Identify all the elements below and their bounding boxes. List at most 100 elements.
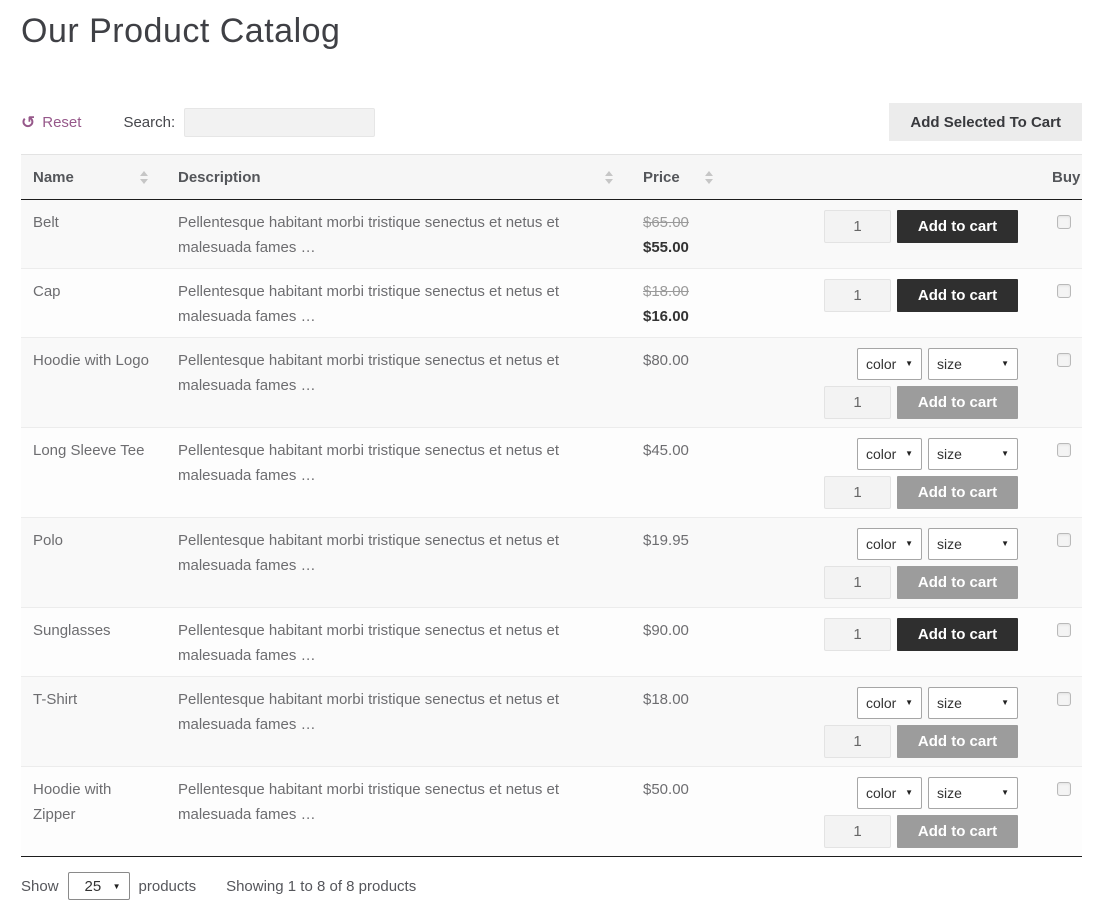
pagination-status: Showing 1 to 8 of 8 products: [226, 877, 417, 895]
description-header-label: Description: [178, 168, 261, 186]
purchase-controls: Add to cart: [731, 608, 1040, 677]
add-to-cart-button[interactable]: Add to cart: [897, 618, 1018, 651]
cart-line: Add to cart: [743, 815, 1018, 848]
add-to-cart-button[interactable]: Add to cart: [897, 279, 1018, 312]
buy-checkbox[interactable]: [1057, 284, 1071, 298]
regular-price: $65.00: [643, 214, 689, 231]
quantity-input[interactable]: [824, 386, 891, 419]
product-price: $65.00 $55.00: [631, 200, 731, 269]
size-select[interactable]: size ▼: [928, 438, 1018, 470]
page-size-select[interactable]: 25 ▼: [67, 872, 130, 900]
product-description: Pellentesque habitant morbi tristique se…: [178, 283, 560, 325]
product-description: Pellentesque habitant morbi tristique se…: [178, 622, 560, 664]
table-row: Sunglasses Pellentesque habitant morbi tr…: [21, 607, 1082, 677]
purchase-controls: Add to cart: [731, 269, 1040, 338]
chevron-down-icon: ▼: [1001, 539, 1009, 548]
cart-line: Add to cart: [743, 476, 1018, 509]
chevron-down-icon: ▼: [1001, 698, 1009, 707]
products-label: products: [138, 877, 197, 895]
color-select[interactable]: color ▼: [857, 438, 922, 470]
buy-checkbox[interactable]: [1057, 215, 1071, 229]
add-to-cart-button[interactable]: Add to cart: [897, 566, 1018, 599]
color-select[interactable]: color ▼: [857, 777, 922, 809]
product-description: Pellentesque habitant morbi tristique se…: [178, 532, 560, 574]
sort-icon: [140, 170, 148, 184]
size-select[interactable]: size ▼: [928, 777, 1018, 809]
color-select[interactable]: color ▼: [857, 528, 922, 560]
purchase-controls: color ▼ size ▼ Add to cart: [731, 428, 1040, 518]
quantity-input[interactable]: [824, 618, 891, 651]
product-price: $90.00: [643, 622, 689, 639]
product-price: $45.00: [643, 442, 689, 459]
color-select[interactable]: color ▼: [857, 687, 922, 719]
table-row: Hoodie with Logo Pellentesque habitant mo…: [21, 337, 1082, 428]
quantity-input[interactable]: [824, 476, 891, 509]
variation-selects: color ▼ size ▼: [743, 438, 1018, 470]
buy-cell: [1040, 200, 1082, 269]
product-price: $19.95: [643, 532, 689, 549]
chevron-down-icon: ▼: [905, 359, 913, 368]
buy-checkbox[interactable]: [1057, 353, 1071, 367]
add-to-cart-button[interactable]: Add to cart: [897, 210, 1018, 243]
quantity-input[interactable]: [824, 279, 891, 312]
color-select-label: color: [866, 695, 897, 711]
add-selected-to-cart-button[interactable]: Add Selected To Cart: [889, 103, 1082, 141]
table-footer: Show 25 ▼ products Showing 1 to 8 of 8 p…: [21, 872, 1082, 900]
buy-checkbox[interactable]: [1057, 692, 1071, 706]
reset-icon: ↺: [21, 112, 36, 132]
add-to-cart-button[interactable]: Add to cart: [897, 815, 1018, 848]
size-select-label: size: [937, 356, 962, 372]
size-select-label: size: [937, 446, 962, 462]
reset-button[interactable]: ↺ Reset: [21, 114, 81, 131]
buy-checkbox[interactable]: [1057, 533, 1071, 547]
product-description: Pellentesque habitant morbi tristique se…: [178, 214, 560, 256]
column-header-description[interactable]: Description: [166, 154, 631, 200]
add-to-cart-button[interactable]: Add to cart: [897, 725, 1018, 758]
purchase-controls: color ▼ size ▼ Add to cart: [731, 677, 1040, 767]
buy-checkbox[interactable]: [1057, 623, 1071, 637]
price-header-label: Price: [643, 168, 680, 186]
color-select[interactable]: color ▼: [857, 348, 922, 380]
product-description: Pellentesque habitant morbi tristique se…: [178, 691, 560, 733]
add-to-cart-button[interactable]: Add to cart: [897, 386, 1018, 419]
cart-line: Add to cart: [743, 210, 1018, 243]
column-header-name[interactable]: Name: [21, 154, 166, 200]
product-rows: Belt Pellentesque habitant morbi tristiqu…: [21, 199, 1082, 857]
chevron-down-icon: ▼: [905, 698, 913, 707]
size-select[interactable]: size ▼: [928, 348, 1018, 380]
size-select-label: size: [937, 695, 962, 711]
buy-checkbox[interactable]: [1057, 443, 1071, 457]
product-name: Hoodie with Zipper: [33, 781, 112, 823]
column-header-price[interactable]: Price: [631, 154, 731, 200]
table-row: Hoodie with Zipper Pellentesque habitant …: [21, 766, 1082, 857]
quantity-input[interactable]: [824, 566, 891, 599]
variation-selects: color ▼ size ▼: [743, 348, 1018, 380]
quantity-input[interactable]: [824, 815, 891, 848]
chevron-down-icon: ▼: [1001, 359, 1009, 368]
page-title: Our Product Catalog: [21, 12, 341, 50]
page-size-value: 25: [84, 877, 102, 895]
size-select[interactable]: size ▼: [928, 528, 1018, 560]
add-to-cart-button[interactable]: Add to cart: [897, 476, 1018, 509]
table-row: Belt Pellentesque habitant morbi tristiqu…: [21, 199, 1082, 269]
regular-price: $18.00: [643, 283, 689, 300]
variation-selects: color ▼ size ▼: [743, 528, 1018, 560]
chevron-down-icon: ▼: [1001, 449, 1009, 458]
quantity-input[interactable]: [824, 725, 891, 758]
product-description: Pellentesque habitant morbi tristique se…: [178, 442, 560, 484]
search-input[interactable]: [184, 107, 376, 137]
chevron-down-icon: ▼: [905, 449, 913, 458]
quantity-input[interactable]: [824, 210, 891, 243]
size-select-label: size: [937, 536, 962, 552]
buy-cell: [1040, 608, 1082, 677]
size-select[interactable]: size ▼: [928, 687, 1018, 719]
variation-selects: color ▼ size ▼: [743, 777, 1018, 809]
product-price: $50.00: [643, 781, 689, 798]
buy-checkbox[interactable]: [1057, 782, 1071, 796]
sale-price: $16.00: [643, 308, 689, 325]
buy-cell: [1040, 767, 1082, 857]
color-select-label: color: [866, 785, 897, 801]
buy-cell: [1040, 518, 1082, 608]
sort-icon: [605, 170, 613, 184]
